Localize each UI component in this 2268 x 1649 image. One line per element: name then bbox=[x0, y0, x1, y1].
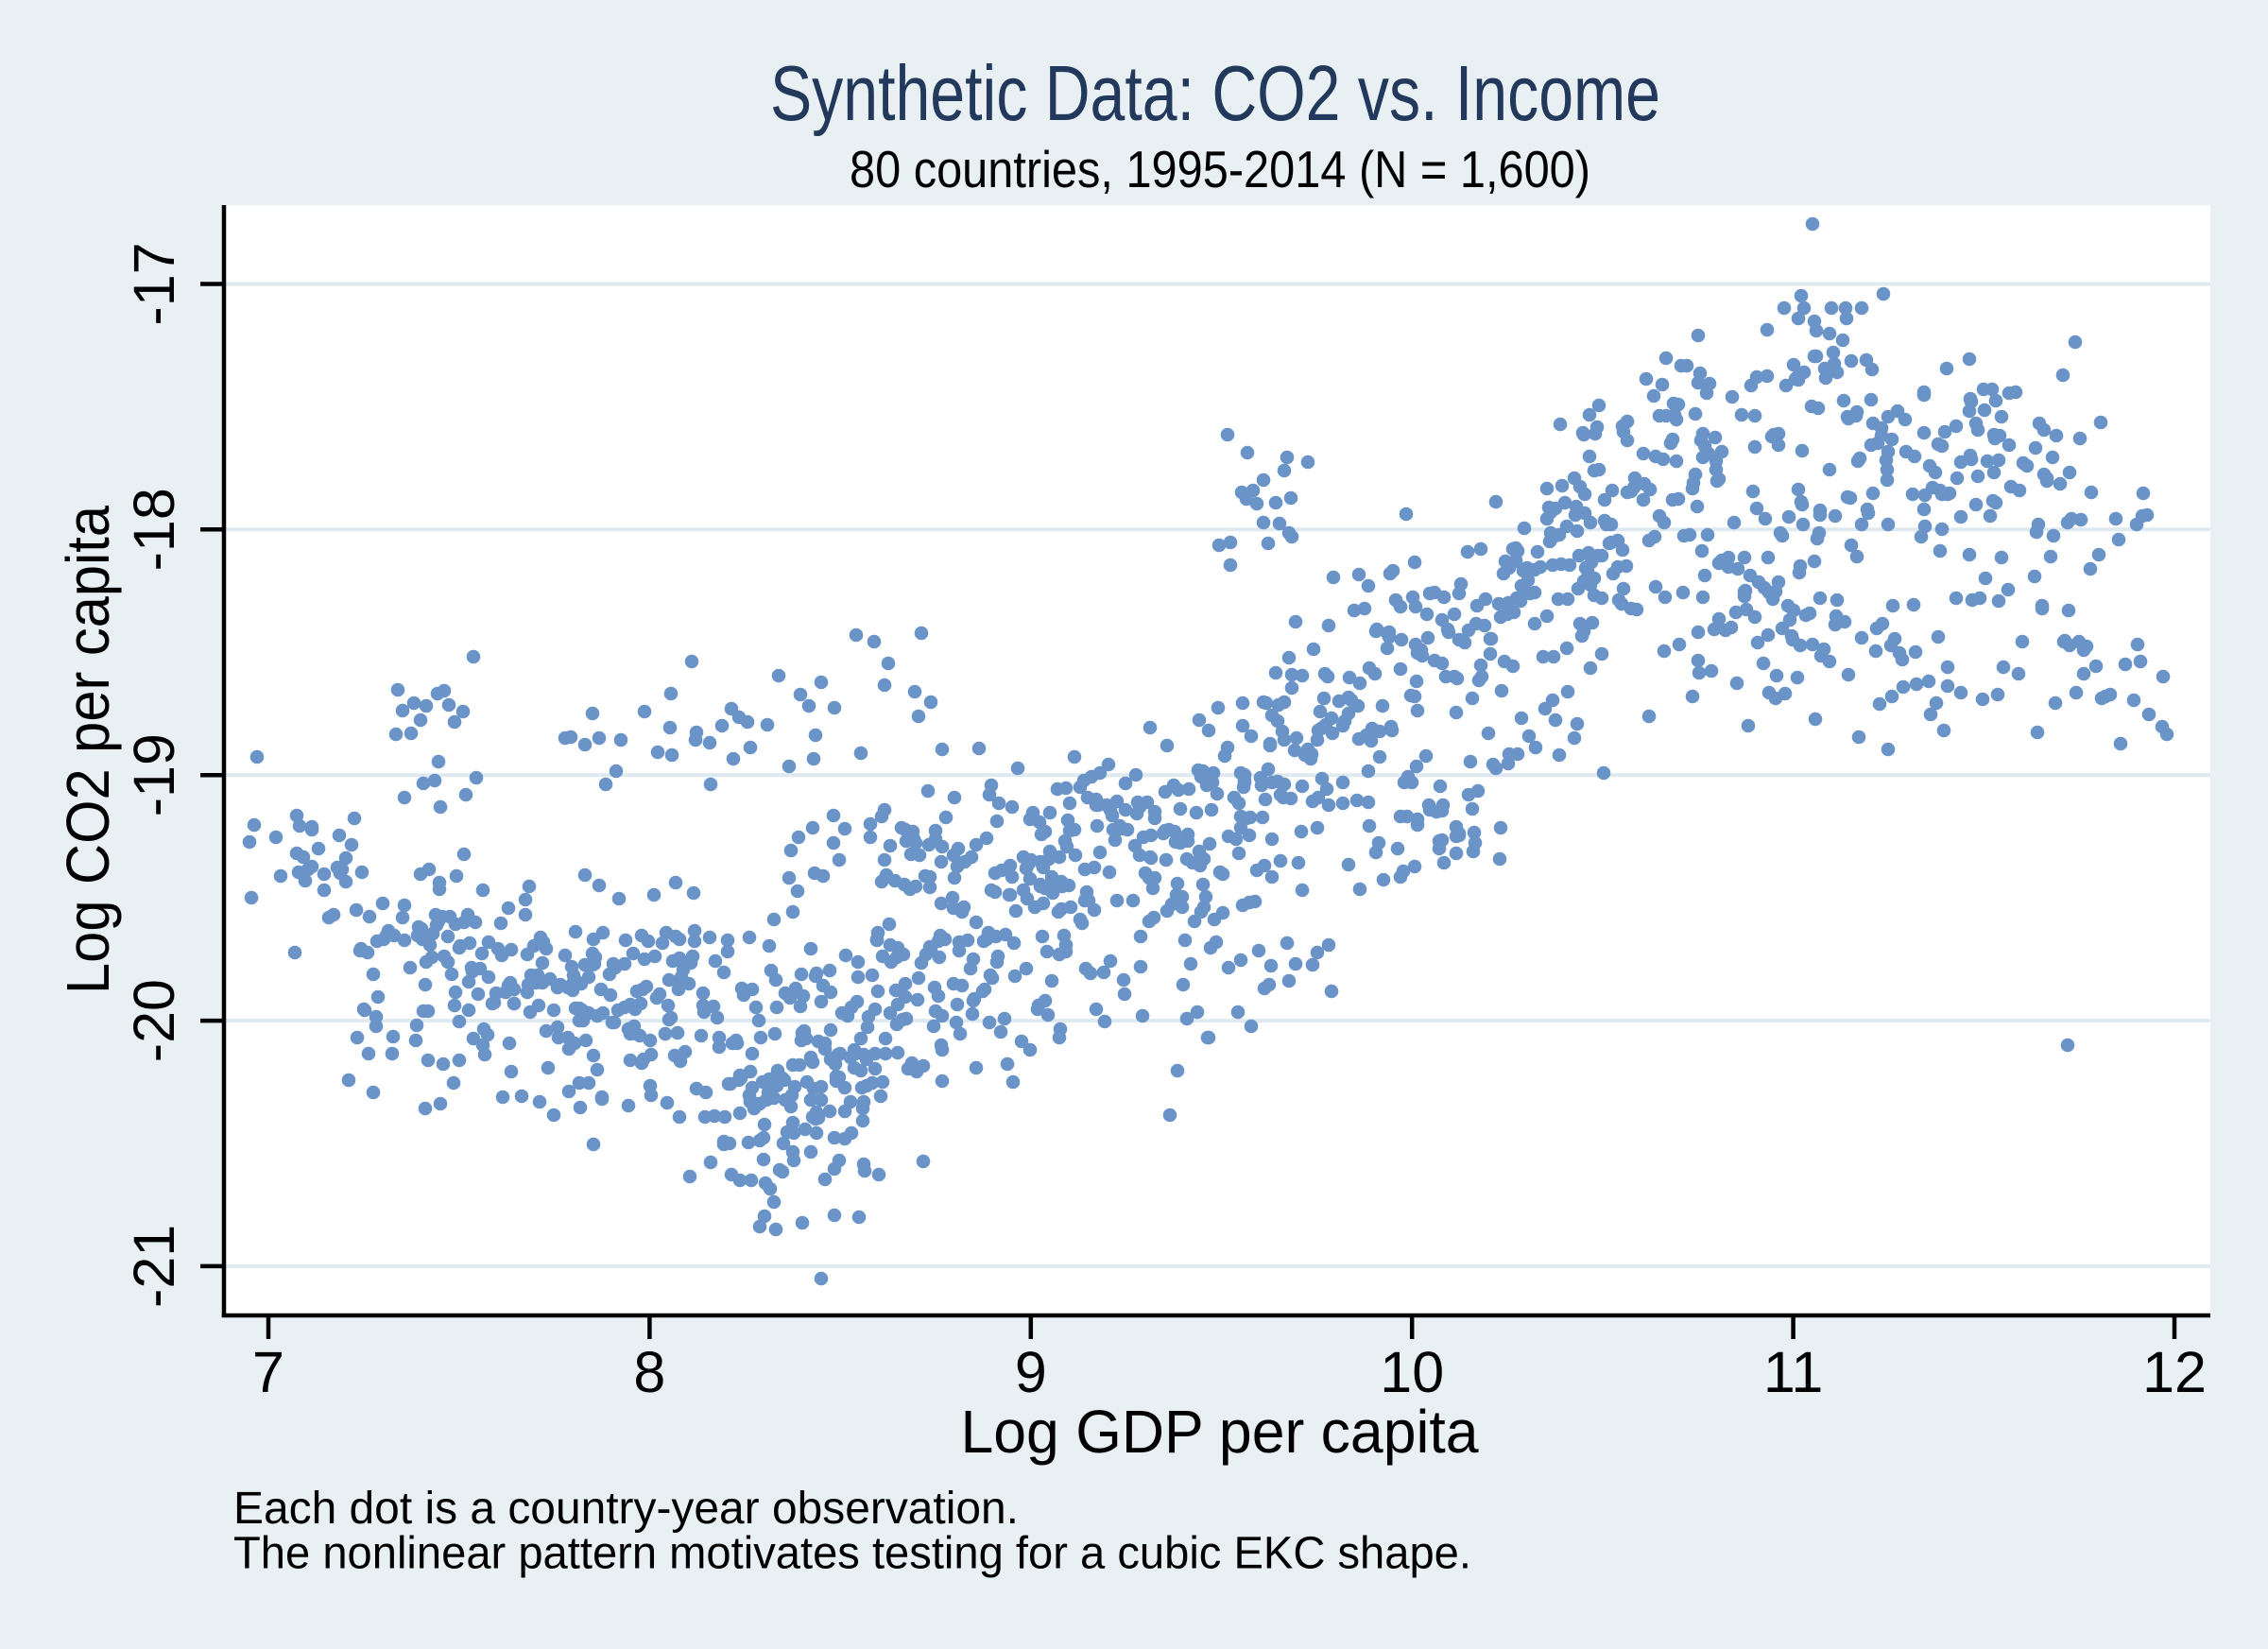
svg-text:-18: -18 bbox=[122, 488, 186, 571]
svg-text:-20: -20 bbox=[122, 979, 186, 1062]
svg-text:-17: -17 bbox=[122, 242, 186, 325]
svg-text:Log CO2 per capita: Log CO2 per capita bbox=[54, 506, 122, 994]
svg-text:9: 9 bbox=[1015, 1340, 1047, 1404]
svg-text:7: 7 bbox=[252, 1340, 284, 1404]
svg-text:-19: -19 bbox=[122, 733, 186, 816]
svg-text:80 countries, 1995-2014 (N = 1: 80 countries, 1995-2014 (N = 1,600) bbox=[850, 140, 1590, 198]
svg-text:11: 11 bbox=[1763, 1340, 1823, 1404]
svg-text:-21: -21 bbox=[122, 1225, 186, 1308]
svg-text:Synthetic Data: CO2 vs. Income: Synthetic Data: CO2 vs. Income bbox=[770, 49, 1660, 137]
svg-text:Log GDP per capita: Log GDP per capita bbox=[961, 1398, 1479, 1466]
svg-text:10: 10 bbox=[1380, 1340, 1444, 1404]
svg-text:8: 8 bbox=[633, 1340, 665, 1404]
svg-text:The nonlinear pattern motivate: The nonlinear pattern motivates testing … bbox=[233, 1528, 1471, 1579]
svg-text:12: 12 bbox=[2142, 1340, 2207, 1404]
svg-text:Each dot is a country-year obs: Each dot is a country-year observation. bbox=[233, 1483, 1019, 1534]
